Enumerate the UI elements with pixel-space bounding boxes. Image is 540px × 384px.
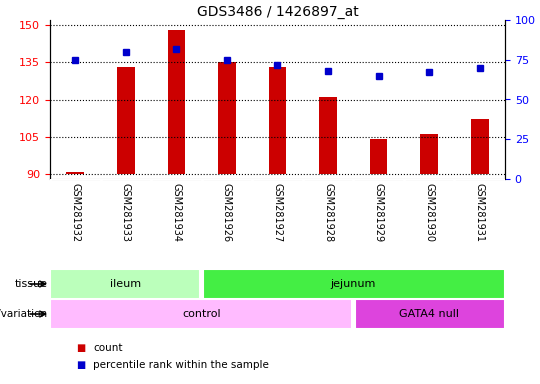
Text: GSM281927: GSM281927 — [273, 184, 282, 243]
Bar — [203, 269, 505, 299]
Text: GATA4 null: GATA4 null — [399, 309, 459, 319]
Text: percentile rank within the sample: percentile rank within the sample — [93, 360, 269, 370]
Text: GSM281929: GSM281929 — [374, 184, 383, 243]
Bar — [471, 119, 489, 174]
Bar — [269, 67, 286, 174]
Text: jejunum: jejunum — [330, 279, 376, 289]
Text: count: count — [93, 343, 123, 353]
Bar — [355, 299, 505, 329]
Text: tissue: tissue — [14, 279, 48, 289]
Text: genotype/variation: genotype/variation — [0, 309, 48, 319]
Text: GSM281933: GSM281933 — [121, 184, 131, 243]
Bar — [66, 172, 84, 174]
Bar — [420, 134, 438, 174]
Text: GSM281934: GSM281934 — [171, 184, 181, 243]
Text: GSM281931: GSM281931 — [475, 184, 485, 243]
Text: ileum: ileum — [110, 279, 141, 289]
Text: GSM281926: GSM281926 — [222, 184, 232, 243]
Bar — [117, 67, 134, 174]
Text: GSM281930: GSM281930 — [424, 184, 434, 243]
Bar — [370, 139, 388, 174]
Bar — [218, 62, 236, 174]
Bar — [50, 299, 352, 329]
Text: GSM281932: GSM281932 — [70, 184, 80, 243]
Text: GSM281928: GSM281928 — [323, 184, 333, 243]
Text: control: control — [183, 309, 221, 319]
Bar — [319, 97, 337, 174]
Bar — [167, 30, 185, 174]
Bar — [50, 269, 200, 299]
Title: GDS3486 / 1426897_at: GDS3486 / 1426897_at — [197, 5, 359, 19]
Text: ■: ■ — [77, 343, 90, 353]
Text: ■: ■ — [77, 360, 90, 370]
